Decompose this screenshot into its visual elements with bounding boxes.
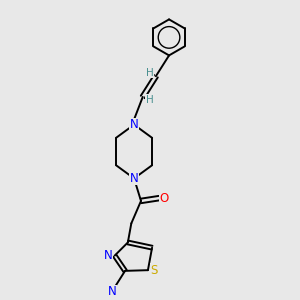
Text: N: N (130, 172, 138, 185)
Text: O: O (160, 192, 169, 205)
Text: N: N (107, 285, 116, 298)
Text: H: H (146, 95, 154, 105)
Text: N: N (130, 118, 138, 131)
Text: N: N (104, 249, 113, 262)
Text: H: H (146, 68, 154, 78)
Text: S: S (151, 264, 158, 277)
